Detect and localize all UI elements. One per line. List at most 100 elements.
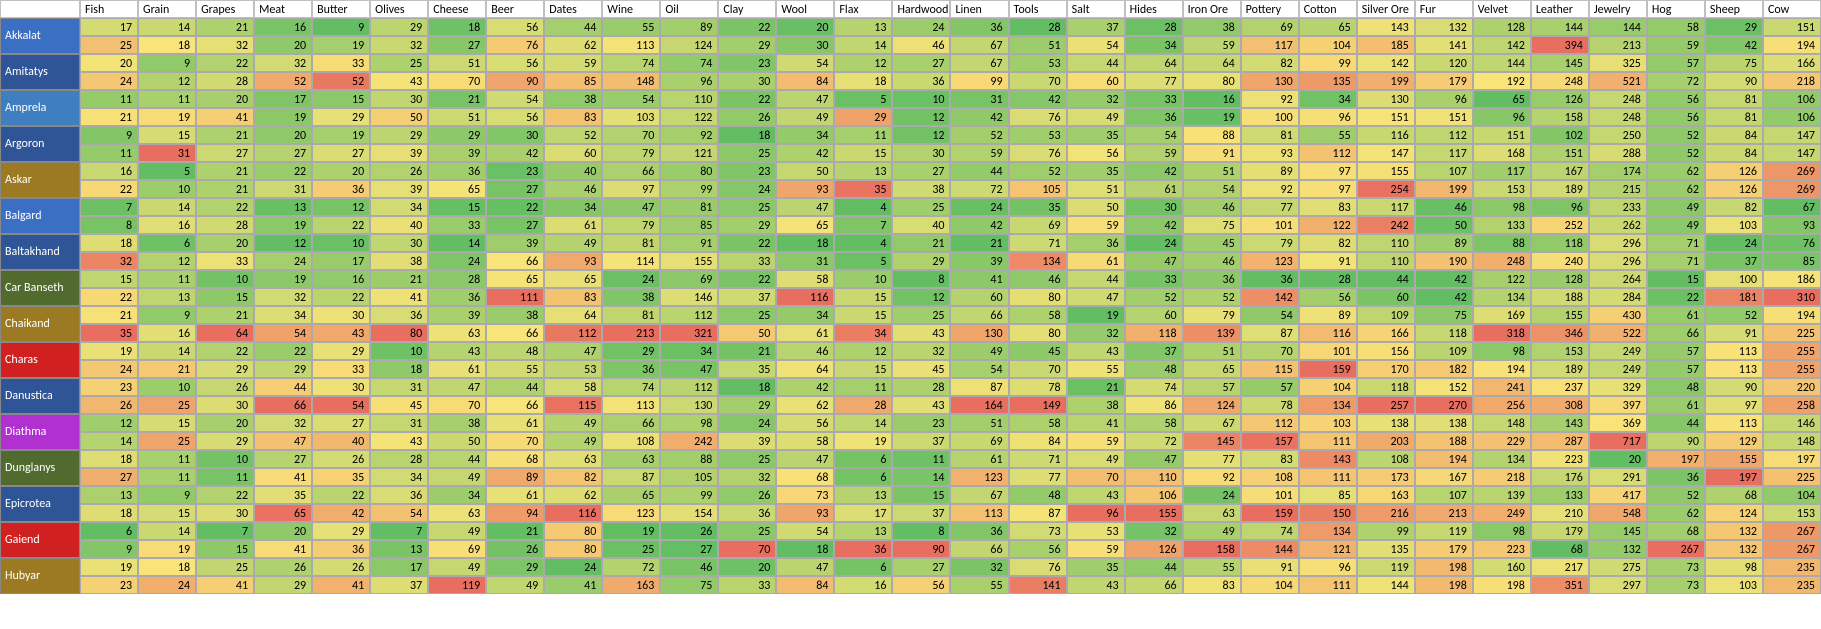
data-cell[interactable]: 153 <box>1763 504 1821 522</box>
data-cell[interactable]: 49 <box>428 522 486 540</box>
data-cell[interactable]: 52 <box>254 72 312 90</box>
column-header[interactable]: Tools <box>1009 0 1067 18</box>
data-cell[interactable]: 55 <box>950 576 1008 594</box>
data-cell[interactable]: 215 <box>1589 180 1647 198</box>
data-cell[interactable]: 44 <box>254 378 312 396</box>
data-cell[interactable]: 9 <box>312 18 370 36</box>
data-cell[interactable]: 149 <box>1009 396 1067 414</box>
data-cell[interactable]: 90 <box>1647 432 1705 450</box>
data-cell[interactable]: 217 <box>1531 558 1589 576</box>
data-cell[interactable]: 67 <box>1183 414 1241 432</box>
data-cell[interactable]: 46 <box>544 180 602 198</box>
data-cell[interactable]: 41 <box>544 576 602 594</box>
data-cell[interactable]: 248 <box>1589 108 1647 126</box>
data-cell[interactable]: 18 <box>776 234 834 252</box>
column-header[interactable]: Sheep <box>1705 0 1763 18</box>
data-cell[interactable]: 32 <box>950 558 1008 576</box>
data-cell[interactable]: 60 <box>1125 306 1183 324</box>
data-cell[interactable]: 101 <box>1241 486 1299 504</box>
data-cell[interactable]: 80 <box>1183 72 1241 90</box>
data-cell[interactable]: 66 <box>1125 576 1183 594</box>
data-cell[interactable]: 52 <box>1647 144 1705 162</box>
data-cell[interactable]: 16 <box>80 162 138 180</box>
data-cell[interactable]: 44 <box>1067 54 1125 72</box>
data-cell[interactable]: 44 <box>1125 558 1183 576</box>
data-cell[interactable]: 118 <box>1531 234 1589 252</box>
data-cell[interactable]: 106 <box>1125 486 1183 504</box>
data-cell[interactable]: 100 <box>1705 270 1763 288</box>
data-cell[interactable]: 61 <box>950 450 1008 468</box>
data-cell[interactable]: 147 <box>1357 144 1415 162</box>
data-cell[interactable]: 121 <box>1299 540 1357 558</box>
data-cell[interactable]: 54 <box>1241 306 1299 324</box>
data-cell[interactable]: 145 <box>1531 54 1589 72</box>
data-cell[interactable]: 126 <box>1125 540 1183 558</box>
data-cell[interactable]: 65 <box>1183 360 1241 378</box>
data-cell[interactable]: 45 <box>1009 342 1067 360</box>
data-cell[interactable]: 59 <box>1067 216 1125 234</box>
data-cell[interactable]: 81 <box>1705 108 1763 126</box>
data-cell[interactable]: 32 <box>718 468 776 486</box>
data-cell[interactable]: 64 <box>1183 54 1241 72</box>
data-cell[interactable]: 318 <box>1473 324 1531 342</box>
data-cell[interactable]: 267 <box>1763 522 1821 540</box>
data-cell[interactable]: 110 <box>1357 234 1415 252</box>
data-cell[interactable]: 17 <box>312 252 370 270</box>
data-cell[interactable]: 36 <box>370 306 428 324</box>
data-cell[interactable]: 45 <box>892 360 950 378</box>
data-cell[interactable]: 74 <box>1125 378 1183 396</box>
data-cell[interactable]: 47 <box>602 198 660 216</box>
data-cell[interactable]: 43 <box>1067 342 1125 360</box>
data-cell[interactable]: 198 <box>1473 576 1531 594</box>
data-cell[interactable]: 103 <box>602 108 660 126</box>
data-cell[interactable]: 80 <box>1009 288 1067 306</box>
data-cell[interactable]: 52 <box>1125 288 1183 306</box>
data-cell[interactable]: 52 <box>1183 288 1241 306</box>
data-cell[interactable]: 19 <box>1067 306 1125 324</box>
data-cell[interactable]: 71 <box>1647 234 1705 252</box>
data-cell[interactable]: 31 <box>776 252 834 270</box>
data-cell[interactable]: 43 <box>428 342 486 360</box>
data-cell[interactable]: 351 <box>1531 576 1589 594</box>
data-cell[interactable]: 10 <box>138 180 196 198</box>
data-cell[interactable]: 41 <box>950 270 1008 288</box>
data-cell[interactable]: 57 <box>1183 378 1241 396</box>
data-cell[interactable]: 19 <box>312 36 370 54</box>
data-cell[interactable]: 34 <box>370 468 428 486</box>
data-cell[interactable]: 72 <box>602 558 660 576</box>
data-cell[interactable]: 62 <box>544 36 602 54</box>
data-cell[interactable]: 115 <box>544 396 602 414</box>
data-cell[interactable]: 93 <box>1241 144 1299 162</box>
data-cell[interactable]: 14 <box>138 522 196 540</box>
data-cell[interactable]: 43 <box>370 432 428 450</box>
column-header[interactable]: Linen <box>950 0 1008 18</box>
data-cell[interactable]: 15 <box>138 126 196 144</box>
data-cell[interactable]: 284 <box>1589 288 1647 306</box>
data-cell[interactable]: 124 <box>660 36 718 54</box>
data-cell[interactable]: 112 <box>544 324 602 342</box>
data-cell[interactable]: 63 <box>544 450 602 468</box>
data-cell[interactable]: 123 <box>602 504 660 522</box>
data-cell[interactable]: 74 <box>602 378 660 396</box>
data-cell[interactable]: 85 <box>1299 486 1357 504</box>
data-cell[interactable]: 64 <box>1125 54 1183 72</box>
data-cell[interactable]: 105 <box>1009 180 1067 198</box>
data-cell[interactable]: 30 <box>312 378 370 396</box>
data-cell[interactable]: 20 <box>196 90 254 108</box>
data-cell[interactable]: 128 <box>1531 270 1589 288</box>
data-cell[interactable]: 112 <box>660 306 718 324</box>
data-cell[interactable]: 199 <box>1415 180 1473 198</box>
data-cell[interactable]: 57 <box>1647 342 1705 360</box>
data-cell[interactable]: 12 <box>312 198 370 216</box>
data-cell[interactable]: 8 <box>892 270 950 288</box>
data-cell[interactable]: 118 <box>1415 324 1473 342</box>
data-cell[interactable]: 29 <box>428 126 486 144</box>
data-cell[interactable]: 68 <box>486 450 544 468</box>
data-cell[interactable]: 18 <box>138 558 196 576</box>
data-cell[interactable]: 21 <box>428 90 486 108</box>
data-cell[interactable]: 28 <box>1009 18 1067 36</box>
data-cell[interactable]: 21 <box>138 360 196 378</box>
data-cell[interactable]: 70 <box>1241 342 1299 360</box>
data-cell[interactable]: 13 <box>834 162 892 180</box>
data-cell[interactable]: 61 <box>1647 396 1705 414</box>
